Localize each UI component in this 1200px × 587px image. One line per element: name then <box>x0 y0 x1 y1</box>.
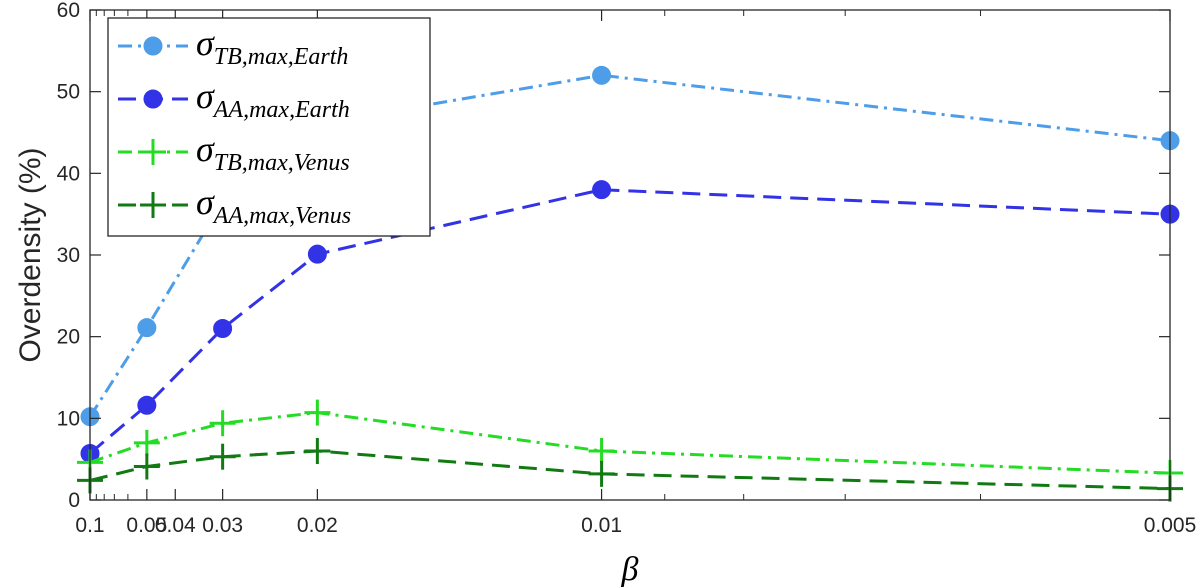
legend-label: σAA,max,Earth <box>196 76 350 123</box>
series-tb-venus <box>77 399 1183 487</box>
legend-entry-aa-earth: σAA,max,Earth <box>118 76 350 123</box>
legend-label-sigma: σ <box>196 182 215 222</box>
circle-marker <box>143 36 163 56</box>
x-tick-label: 0.1 <box>75 514 104 537</box>
y-tick-label: 10 <box>57 407 80 430</box>
circle-marker <box>143 89 163 109</box>
plus-marker <box>133 429 160 456</box>
legend-entry-aa-venus: σAA,max,Venus <box>118 182 351 229</box>
circle-marker <box>592 180 612 200</box>
legend-box <box>107 17 431 237</box>
circle-marker <box>213 319 233 338</box>
y-tick-label: 40 <box>57 162 80 185</box>
y-tick-label: 20 <box>57 326 80 349</box>
plus-marker <box>304 438 331 464</box>
x-tick-label: 0.05 <box>126 514 167 537</box>
series-aa-venus <box>77 438 1183 502</box>
x-axis-label: β <box>621 551 639 587</box>
x-tick-label: 0.04 <box>155 514 196 537</box>
series-aa-earth <box>80 180 1180 463</box>
legend-label-subscript: AA,max,Venus <box>212 203 351 229</box>
plus-marker <box>304 399 331 426</box>
legend-label-subscript: TB,max,Venus <box>214 150 350 176</box>
circle-marker <box>137 395 157 415</box>
series-line-tb-earth <box>88 73 1171 418</box>
circle-marker <box>137 318 157 338</box>
series-line-aa-venus <box>89 449 1171 491</box>
plus-marker <box>209 410 236 437</box>
plus-marker <box>140 139 166 165</box>
legend-label: σAA,max,Venus <box>196 182 351 229</box>
legend: σTB,max,EarthσAA,max,EarthσTB,max,Venusσ… <box>107 17 431 237</box>
legend-label-sigma: σ <box>196 129 215 169</box>
x-tick-label: 0.03 <box>202 514 243 537</box>
y-tick-label: 60 <box>57 0 80 22</box>
circle-marker <box>592 65 612 85</box>
axes: 0.1 0.050.04 0.03 0.02 0.01 0.005 0 10 20 30 40 50 6… <box>57 0 1197 537</box>
legend-label-subscript: TB,max,Earth <box>214 44 349 70</box>
x-tick-label: 0.02 <box>297 514 338 537</box>
plus-marker <box>209 443 236 470</box>
series-line-tb-venus <box>89 411 1171 475</box>
x-tick-label: 0.01 <box>581 514 622 537</box>
legend-label: σTB,max,Venus <box>196 129 350 176</box>
plus-marker <box>588 460 615 487</box>
legend-label-sigma: σ <box>196 23 215 63</box>
legend-label: σTB,max,Earth <box>196 23 348 70</box>
y-axis-label: Overdensity (%) <box>14 147 47 362</box>
y-tick-label: 0 <box>68 489 80 512</box>
legend-entry-tb-earth: σTB,max,Earth <box>118 23 348 70</box>
legend-entry-tb-venus: σTB,max,Venus <box>118 129 350 176</box>
legend-label-sigma: σ <box>196 76 215 116</box>
circle-marker <box>307 244 327 264</box>
legend-label-subscript: AA,max,Earth <box>212 97 350 123</box>
x-tick-label: 0.005 <box>1144 514 1197 537</box>
plus-marker <box>588 438 615 464</box>
y-tick-label: 30 <box>57 244 80 267</box>
plus-marker <box>133 453 160 480</box>
series-line-aa-earth <box>89 188 1171 455</box>
plus-marker <box>140 192 166 218</box>
y-tick-label: 50 <box>57 81 80 104</box>
